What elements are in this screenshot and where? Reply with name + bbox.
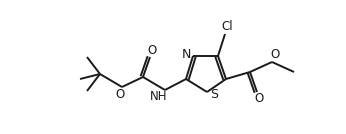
- Text: O: O: [254, 92, 264, 105]
- Text: N: N: [181, 47, 191, 60]
- Text: O: O: [147, 44, 157, 57]
- Text: S: S: [210, 88, 218, 101]
- Text: O: O: [115, 88, 125, 100]
- Text: O: O: [270, 49, 280, 62]
- Text: Cl: Cl: [221, 21, 233, 34]
- Text: NH: NH: [150, 90, 168, 103]
